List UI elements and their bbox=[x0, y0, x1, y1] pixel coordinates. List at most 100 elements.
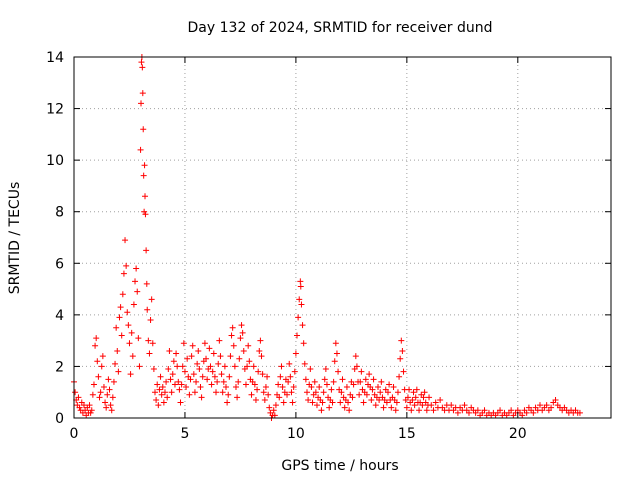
data-point bbox=[254, 386, 261, 393]
data-point bbox=[252, 396, 259, 403]
data-point bbox=[149, 340, 156, 347]
data-point bbox=[123, 262, 130, 269]
data-point bbox=[332, 340, 339, 347]
data-point bbox=[138, 100, 145, 107]
data-point bbox=[187, 376, 194, 383]
data-point bbox=[148, 296, 155, 303]
data-point bbox=[311, 378, 318, 385]
data-point bbox=[481, 407, 488, 414]
data-point bbox=[221, 363, 228, 370]
data-point bbox=[423, 407, 430, 414]
data-point bbox=[237, 335, 244, 342]
data-point bbox=[286, 360, 293, 367]
data-point bbox=[258, 353, 265, 360]
data-point bbox=[130, 301, 137, 308]
data-point bbox=[163, 378, 170, 385]
data-point bbox=[392, 407, 399, 414]
data-point bbox=[188, 353, 195, 360]
data-point bbox=[183, 384, 190, 391]
data-point bbox=[135, 335, 142, 342]
data-point bbox=[280, 399, 287, 406]
data-point bbox=[107, 402, 114, 409]
data-point bbox=[397, 355, 404, 362]
data-point bbox=[461, 402, 468, 409]
data-point bbox=[132, 278, 139, 285]
data-point bbox=[360, 399, 367, 406]
y-tick-label: 4 bbox=[55, 308, 64, 324]
data-point bbox=[290, 384, 297, 391]
data-point bbox=[114, 347, 121, 354]
data-point bbox=[398, 337, 405, 344]
data-point bbox=[166, 347, 173, 354]
data-point bbox=[100, 384, 107, 391]
data-point bbox=[227, 353, 234, 360]
data-point bbox=[403, 404, 410, 411]
x-tick-label: 20 bbox=[509, 426, 527, 442]
data-point bbox=[165, 366, 172, 373]
data-point bbox=[139, 90, 146, 97]
data-point bbox=[278, 363, 285, 370]
data-point bbox=[378, 378, 385, 385]
data-point bbox=[291, 368, 298, 375]
data-point bbox=[260, 389, 267, 396]
data-point bbox=[189, 342, 196, 349]
y-tick-label: 0 bbox=[55, 411, 64, 427]
y-axis-label: SRMTID / TECUs bbox=[7, 182, 23, 295]
data-point bbox=[215, 360, 222, 367]
data-point bbox=[95, 373, 102, 380]
data-point bbox=[112, 360, 119, 367]
data-point bbox=[225, 391, 232, 398]
data-point bbox=[181, 368, 188, 375]
data-point bbox=[216, 337, 223, 344]
data-point bbox=[301, 360, 308, 367]
data-point bbox=[94, 358, 101, 365]
data-point bbox=[295, 314, 302, 321]
data-point bbox=[294, 332, 301, 339]
data-point bbox=[543, 402, 550, 409]
data-point bbox=[139, 64, 146, 71]
data-point bbox=[296, 296, 303, 303]
data-point bbox=[153, 396, 160, 403]
data-point bbox=[404, 394, 411, 401]
data-point bbox=[89, 391, 96, 398]
data-point bbox=[151, 389, 158, 396]
data-point bbox=[420, 394, 427, 401]
data-point bbox=[390, 384, 397, 391]
data-point bbox=[171, 381, 178, 388]
data-point bbox=[138, 59, 145, 66]
data-point bbox=[218, 371, 225, 378]
data-point bbox=[97, 389, 104, 396]
data-point bbox=[234, 394, 241, 401]
data-point bbox=[199, 373, 206, 380]
data-point bbox=[223, 384, 230, 391]
data-point bbox=[194, 360, 201, 367]
data-point bbox=[289, 399, 296, 406]
data-point bbox=[220, 378, 227, 385]
data-point bbox=[408, 407, 415, 414]
data-point bbox=[384, 389, 391, 396]
data-point bbox=[372, 402, 379, 409]
data-point bbox=[309, 399, 316, 406]
data-point bbox=[275, 381, 282, 388]
data-point bbox=[259, 371, 266, 378]
data-point bbox=[142, 193, 149, 200]
data-point bbox=[292, 350, 299, 357]
data-point bbox=[305, 396, 312, 403]
data-point bbox=[277, 373, 284, 380]
data-point bbox=[246, 358, 253, 365]
data-point bbox=[119, 291, 126, 298]
data-point bbox=[356, 391, 363, 398]
data-point bbox=[164, 394, 171, 401]
data-point bbox=[160, 399, 167, 406]
x-tick-label: 5 bbox=[180, 426, 189, 442]
axis-ticks bbox=[73, 56, 611, 419]
data-point bbox=[230, 342, 237, 349]
data-point bbox=[256, 347, 263, 354]
y-tick-label: 2 bbox=[55, 359, 64, 375]
data-point bbox=[576, 409, 583, 416]
data-point bbox=[150, 366, 157, 373]
data-point bbox=[308, 384, 315, 391]
data-point bbox=[508, 407, 515, 414]
data-point bbox=[298, 301, 305, 308]
data-point bbox=[548, 404, 555, 411]
